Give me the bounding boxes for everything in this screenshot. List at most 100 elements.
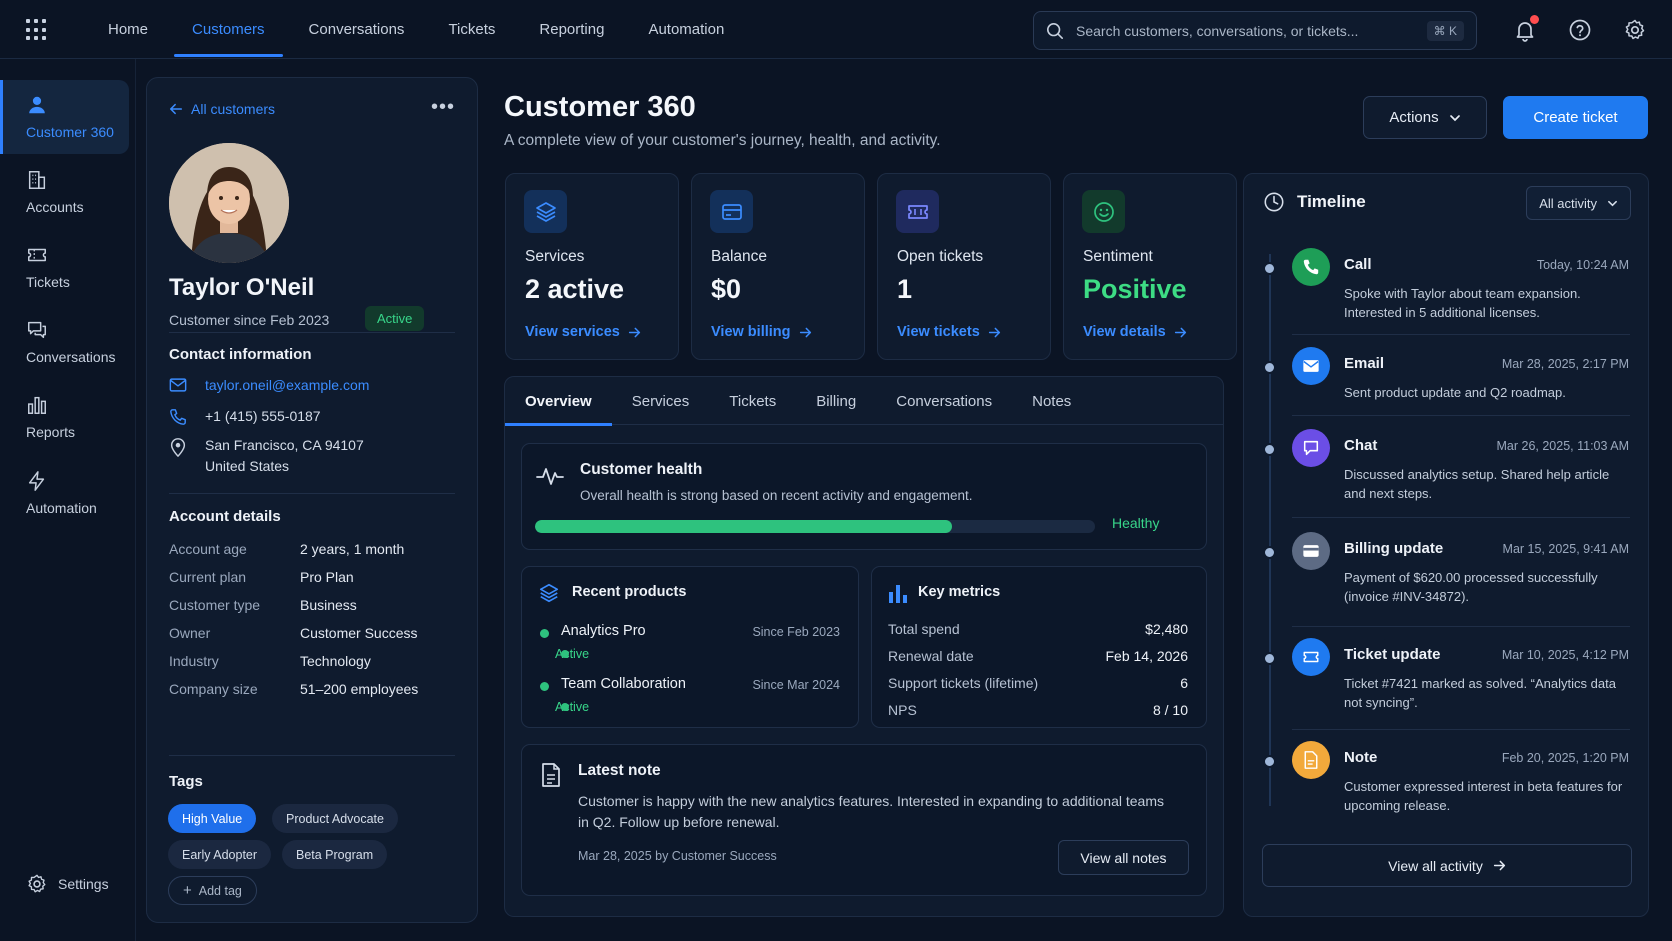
- recent-products-card: Recent products Analytics Pro Since Feb …: [521, 566, 859, 728]
- rail-settings[interactable]: Settings: [26, 873, 109, 895]
- stat-label: Open tickets: [897, 248, 984, 265]
- customer-health-card: Customer health Overall health is strong…: [521, 443, 1207, 550]
- stat-value: 1: [897, 274, 913, 304]
- product-status: Active: [555, 700, 595, 714]
- detail-value: Customer Success: [300, 625, 418, 641]
- phone-icon: [170, 409, 186, 425]
- nav-tickets[interactable]: Tickets: [448, 21, 496, 38]
- view-all-activity-button[interactable]: View all activity: [1262, 844, 1632, 887]
- health-subtitle: Overall health is strong based on recent…: [580, 488, 973, 503]
- stat-value: $0: [711, 274, 742, 304]
- app-grid-icon[interactable]: [26, 19, 48, 41]
- tag-early-adopter[interactable]: Early Adopter: [168, 840, 272, 869]
- search-shortcut: ⌘ K: [1426, 20, 1464, 41]
- view-services-link[interactable]: View services: [525, 324, 641, 340]
- nav-home[interactable]: Home: [108, 21, 149, 38]
- nav-automation[interactable]: Automation: [648, 21, 725, 38]
- timeline-desc: Customer expressed interest in beta feat…: [1344, 779, 1623, 813]
- tab-services[interactable]: Services: [631, 392, 690, 410]
- key-metrics-card: Key metrics Total spend $2,480 Renewal da…: [871, 566, 1207, 728]
- timeline-type: Billing update: [1344, 540, 1444, 557]
- nav-conversations[interactable]: Conversations: [308, 21, 405, 38]
- rail-label: Tickets: [26, 274, 70, 290]
- nav-customers[interactable]: Customers: [174, 0, 283, 59]
- search-input[interactable]: [1076, 22, 1427, 39]
- page-subtitle: A complete view of your customer's journ…: [504, 132, 941, 149]
- tab-conversations[interactable]: Conversations: [896, 392, 993, 410]
- timeline-type: Call: [1344, 256, 1372, 273]
- back-link-label: All customers: [191, 101, 276, 117]
- tag-product-advocate[interactable]: Product Advocate: [272, 804, 398, 833]
- detail-row: Account age 2 years, 1 month: [169, 541, 459, 557]
- lightning-icon: [28, 471, 45, 491]
- settings-button[interactable]: [1623, 18, 1647, 42]
- actions-dropdown[interactable]: Actions: [1363, 96, 1487, 139]
- product-name: Analytics Pro: [561, 623, 646, 639]
- tab-overview[interactable]: Overview: [505, 377, 612, 426]
- ticket-icon: [1292, 638, 1330, 676]
- view-tickets-link[interactable]: View tickets: [897, 324, 1001, 340]
- arrow-right-icon: [628, 327, 640, 337]
- product-dot: [540, 682, 549, 691]
- search-box[interactable]: ⌘ K: [1033, 11, 1477, 50]
- create-ticket-button[interactable]: Create ticket: [1503, 96, 1648, 139]
- view-all-notes-button[interactable]: View all notes: [1058, 840, 1189, 875]
- rail-reports[interactable]: Reports: [0, 380, 129, 454]
- timeline-time: Feb 20, 2025, 1:20 PM: [1501, 751, 1629, 765]
- tags-title: Tags: [169, 773, 203, 790]
- tag-high-value[interactable]: High Value: [168, 804, 257, 833]
- address-line-2: United States: [205, 458, 290, 474]
- rail-accounts[interactable]: Accounts: [0, 155, 129, 229]
- note-body: Customer is happy with the new analytics…: [578, 793, 1164, 830]
- mail-icon: [1292, 347, 1330, 385]
- timeline-separator: [1292, 517, 1630, 518]
- timeline-dot: [1263, 652, 1276, 665]
- clock-icon: [1264, 192, 1284, 212]
- tab-notes[interactable]: Notes: [1032, 392, 1072, 410]
- detail-row: Owner Customer Success: [169, 625, 459, 641]
- rail-automation[interactable]: Automation: [0, 456, 129, 530]
- chevron-down-icon: [1449, 114, 1460, 121]
- timeline-dot: [1263, 443, 1276, 456]
- rail-tickets[interactable]: Tickets: [0, 230, 129, 304]
- notifications-button[interactable]: [1513, 15, 1539, 42]
- timeline-dot: [1263, 546, 1276, 559]
- tab-billing[interactable]: Billing: [816, 392, 857, 410]
- view-billing-link[interactable]: View billing: [711, 324, 812, 340]
- add-tag-button[interactable]: + Add tag: [168, 876, 257, 905]
- document-icon: [542, 763, 560, 787]
- latest-note-card: Latest note Customer is happy with the n…: [521, 744, 1207, 896]
- timeline-time: Today, 10:24 AM: [1536, 258, 1629, 272]
- timeline-separator: [1292, 729, 1630, 730]
- chevron-down-icon: [1608, 200, 1617, 206]
- link-label: View billing: [711, 324, 791, 340]
- note-meta: Mar 28, 2025 by Customer Success: [578, 849, 777, 863]
- detail-row: Customer type Business: [169, 597, 459, 613]
- activity-filter-dropdown[interactable]: All activity: [1526, 186, 1631, 220]
- link-label: View details: [1083, 324, 1166, 340]
- layers-icon: [539, 583, 559, 603]
- health-progress-bar: [535, 520, 1095, 533]
- user-icon: [29, 96, 45, 114]
- timeline-desc: Ticket #7421 marked as solved. “Analytic…: [1344, 676, 1616, 710]
- tab-bar: Overview Services Tickets Billing Conver…: [505, 377, 1223, 426]
- tag-beta-program[interactable]: Beta Program: [282, 840, 388, 869]
- email-link[interactable]: taylor.oneil@example.com: [169, 375, 369, 396]
- timeline-separator: [1292, 626, 1630, 627]
- phone-row[interactable]: +1 (415) 555-0187: [169, 406, 321, 427]
- back-to-customers-link[interactable]: All customers: [169, 101, 275, 117]
- nav-reporting[interactable]: Reporting: [539, 21, 605, 38]
- metric-row: Support tickets (lifetime) 6: [888, 675, 1188, 691]
- stat-card-balance: Balance $0 View billing: [691, 173, 865, 360]
- detail-key: Industry: [169, 653, 219, 669]
- smile-icon: [1082, 190, 1125, 233]
- view-details-link[interactable]: View details: [1083, 324, 1187, 340]
- tab-tickets[interactable]: Tickets: [729, 392, 777, 410]
- address-line-1: San Francisco, CA 94107: [205, 437, 364, 453]
- rail-customer-360[interactable]: Customer 360: [0, 80, 129, 154]
- help-button[interactable]: [1568, 18, 1592, 42]
- timeline-type: Chat: [1344, 437, 1378, 454]
- metric-row: Renewal date Feb 14, 2026: [888, 648, 1188, 664]
- more-options-icon[interactable]: •••: [430, 96, 455, 118]
- rail-conversations[interactable]: Conversations: [0, 305, 129, 379]
